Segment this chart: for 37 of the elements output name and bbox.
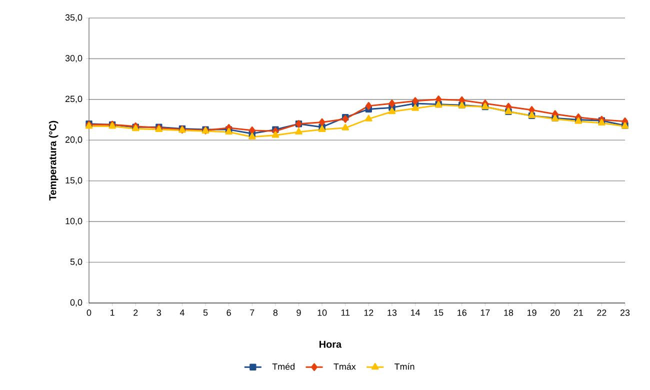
y-axis-title: Temperatura (°C) [48,120,58,200]
y-tick-label: 35,0 [65,14,82,22]
x-tick-label: 13 [388,310,397,316]
x-tick-label: 22 [597,310,606,316]
x-tick-label: 16 [458,310,466,316]
legend-label: Tmín [394,363,414,370]
x-axis-title: Hora [320,340,342,348]
x-tick-label: 7 [250,310,254,316]
x-tick-label: 14 [410,310,420,316]
x-tick-label: 4 [180,310,184,316]
x-tick-label: 11 [341,310,350,316]
x-tick-label: 17 [480,310,490,316]
x-tick-label: 21 [574,310,583,316]
y-tick-label: 10,0 [66,218,82,226]
x-tick-label: 12 [364,310,374,316]
x-tick-label: 0 [86,310,92,316]
x-tick-label: 18 [504,310,514,316]
x-tick-label: 3 [156,310,162,316]
x-tick-label: 19 [527,310,536,316]
y-tick-label: 15,0 [66,177,82,185]
x-tick-label: 10 [318,310,327,316]
x-tick-label: 20 [550,310,560,316]
y-tick-label: 25,0 [65,96,82,104]
y-tick-label: 5,0 [70,258,82,266]
y-tick-label: 0,0 [70,299,82,307]
x-tick-label: 6 [226,310,231,316]
x-tick-label: 9 [296,310,301,316]
x-tick-label: 2 [134,310,138,316]
y-tick-label: 20,0 [65,136,82,144]
x-tick-label: 5 [203,310,208,316]
x-tick-label: 8 [273,310,278,316]
legend-label: Tmáx [334,363,356,370]
legend-label: Tméd [272,363,294,370]
y-tick-label: 30,0 [65,55,82,62]
x-tick-label: 15 [434,310,444,316]
x-tick-label: 1 [110,310,114,316]
x-tick-label: 23 [620,310,630,316]
